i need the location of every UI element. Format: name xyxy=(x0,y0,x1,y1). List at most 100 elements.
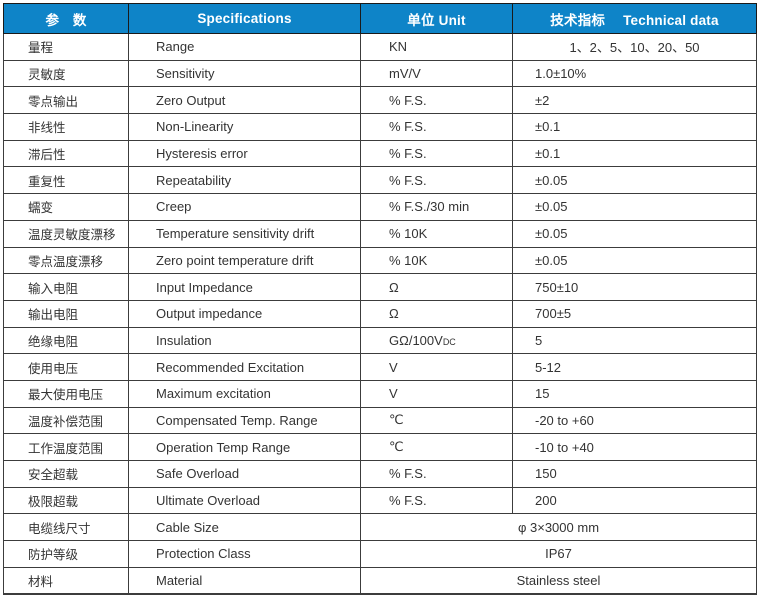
value-cell: ±0.05 xyxy=(512,193,757,221)
unit-cell: % F.S. xyxy=(360,86,513,115)
table-row: 输入电阻 Input Impedance Ω 750±10 xyxy=(3,273,757,301)
table-row: 非线性 Non-Linearity % F.S. ±0.1 xyxy=(3,113,757,141)
value-cell: -10 to +40 xyxy=(512,433,757,461)
merged-value-cell: IP67 xyxy=(360,540,757,568)
param-cell-zh: 零点温度漂移 xyxy=(3,246,129,275)
unit-text: Ω xyxy=(389,279,399,295)
unit-text: GΩ/100V xyxy=(389,332,443,348)
table-row: 极限超载 Ultimate Overload % F.S. 200 xyxy=(3,486,757,515)
unit-cell: mV/V xyxy=(360,59,513,88)
table-header: 参 数 Specifications 单位 Unit 技术指标 Technical… xyxy=(3,3,757,34)
value-cell: 750±10 xyxy=(512,273,757,301)
param-cell-zh: 防护等级 xyxy=(3,540,129,568)
table-row: 量程 Range KN 1、2、5、10、20、50 xyxy=(3,33,757,61)
value-cell: ±0.05 xyxy=(512,246,757,275)
param-cell-zh: 绝缘电阻 xyxy=(3,326,129,355)
table-row: 工作温度范围 Operation Temp Range ℃ -10 to +40 xyxy=(3,433,757,461)
table-row: 防护等级 Protection Class IP67 xyxy=(3,540,757,568)
table-row: 绝缘电阻 Insulation GΩ/100VDC 5 xyxy=(3,326,757,355)
table-row: 电缆线尺寸 Cable Size φ 3×3000 mm xyxy=(3,513,757,542)
table-row: 温度灵敏度漂移 Temperature sensitivity drift % 10… xyxy=(3,219,757,248)
unit-text: % F.S./30 min xyxy=(389,199,470,215)
merged-value-cell: Stainless steel xyxy=(360,566,757,595)
unit-text: % F.S. xyxy=(389,493,427,509)
value-cell: 5-12 xyxy=(512,353,757,381)
value-cell: ±0.05 xyxy=(512,219,757,248)
spec-cell-en: Operation Temp Range xyxy=(128,433,361,461)
value-cell: 1.0±10% xyxy=(512,59,757,88)
table-row: 材料 Material Stainless steel xyxy=(3,566,757,595)
col-header-unit: 单位 Unit xyxy=(360,3,513,34)
spec-cell-en: Compensated Temp. Range xyxy=(128,406,361,435)
unit-cell: % 10K xyxy=(360,219,513,248)
spec-cell-en: Material xyxy=(128,566,361,595)
merged-value-cell: φ 3×3000 mm xyxy=(360,513,757,542)
value-cell: 1、2、5、10、20、50 xyxy=(512,33,757,61)
unit-text: % 10K xyxy=(389,226,428,242)
spec-cell-en: Temperature sensitivity drift xyxy=(128,219,361,248)
table-row: 零点温度漂移 Zero point temperature drift % 10K ±… xyxy=(3,246,757,275)
spec-cell-en: Sensitivity xyxy=(128,59,361,88)
spec-cell-en: Cable Size xyxy=(128,513,361,542)
table-body: 量程 Range KN 1、2、5、10、20、50 灵敏度 Sensitivity mV/… xyxy=(3,33,757,595)
unit-text: ℃ xyxy=(389,412,404,428)
unit-cell: % F.S. xyxy=(360,166,513,195)
param-cell-zh: 蠕变 xyxy=(3,193,129,221)
unit-cell: V xyxy=(360,379,513,408)
param-cell-zh: 安全超载 xyxy=(3,460,129,488)
unit-cell: Ω xyxy=(360,273,513,301)
unit-text: ℃ xyxy=(389,439,404,455)
col-header-technical-data-zh: 技术指标 xyxy=(550,12,606,28)
spec-cell-en: Insulation xyxy=(128,326,361,355)
unit-text: % F.S. xyxy=(389,92,427,108)
param-cell-zh: 最大使用电压 xyxy=(3,379,129,408)
param-cell-zh: 输出电阻 xyxy=(3,299,129,328)
param-cell-zh: 使用电压 xyxy=(3,353,129,381)
unit-text: Ω xyxy=(389,306,399,322)
param-cell-zh: 零点输出 xyxy=(3,86,129,115)
param-cell-zh: 量程 xyxy=(3,33,129,61)
spec-cell-en: Non-Linearity xyxy=(128,113,361,141)
unit-cell: ℃ xyxy=(360,406,513,435)
unit-text: V xyxy=(389,359,398,375)
unit-text: % F.S. xyxy=(389,146,427,162)
spec-cell-en: Safe Overload xyxy=(128,460,361,488)
unit-text: mV/V xyxy=(389,66,421,82)
unit-cell: % F.S. xyxy=(360,139,513,168)
param-cell-zh: 工作温度范围 xyxy=(3,433,129,461)
col-header-technical-data-en: Technical data xyxy=(623,12,719,28)
spec-cell-en: Ultimate Overload xyxy=(128,486,361,515)
unit-cell: Ω xyxy=(360,299,513,328)
header-row: 参 数 Specifications 单位 Unit 技术指标 Technical… xyxy=(3,3,757,34)
table-row: 使用电压 Recommended Excitation V 5-12 xyxy=(3,353,757,381)
param-cell-zh: 灵敏度 xyxy=(3,59,129,88)
param-cell-zh: 电缆线尺寸 xyxy=(3,513,129,542)
value-cell: 15 xyxy=(512,379,757,408)
unit-cell: % F.S./30 min xyxy=(360,193,513,221)
value-cell: 150 xyxy=(512,460,757,488)
param-cell-zh: 非线性 xyxy=(3,113,129,141)
value-cell: -20 to +60 xyxy=(512,406,757,435)
col-header-parameter: 参 数 xyxy=(3,3,129,34)
value-cell: 700±5 xyxy=(512,299,757,328)
table-row: 安全超载 Safe Overload % F.S. 150 xyxy=(3,460,757,488)
param-cell-zh: 重复性 xyxy=(3,166,129,195)
unit-cell: V xyxy=(360,353,513,381)
spec-cell-en: Input Impedance xyxy=(128,273,361,301)
param-cell-zh: 材料 xyxy=(3,566,129,595)
unit-cell: % 10K xyxy=(360,246,513,275)
value-cell: 5 xyxy=(512,326,757,355)
spec-cell-en: Protection Class xyxy=(128,540,361,568)
unit-text: KN xyxy=(389,39,408,55)
unit-subscript: DC xyxy=(442,336,456,347)
param-cell-zh: 极限超载 xyxy=(3,486,129,515)
table-row: 蠕变 Creep % F.S./30 min ±0.05 xyxy=(3,193,757,221)
spec-cell-en: Zero Output xyxy=(128,86,361,115)
spec-table: 参 数 Specifications 单位 Unit 技术指标 Technical… xyxy=(3,3,757,596)
param-cell-zh: 温度灵敏度漂移 xyxy=(3,219,129,248)
value-cell: 200 xyxy=(512,486,757,515)
spec-cell-en: Output impedance xyxy=(128,299,361,328)
spec-cell-en: Maximum excitation xyxy=(128,379,361,408)
spec-cell-en: Recommended Excitation xyxy=(128,353,361,381)
table-row: 输出电阻 Output impedance Ω 700±5 xyxy=(3,299,757,328)
